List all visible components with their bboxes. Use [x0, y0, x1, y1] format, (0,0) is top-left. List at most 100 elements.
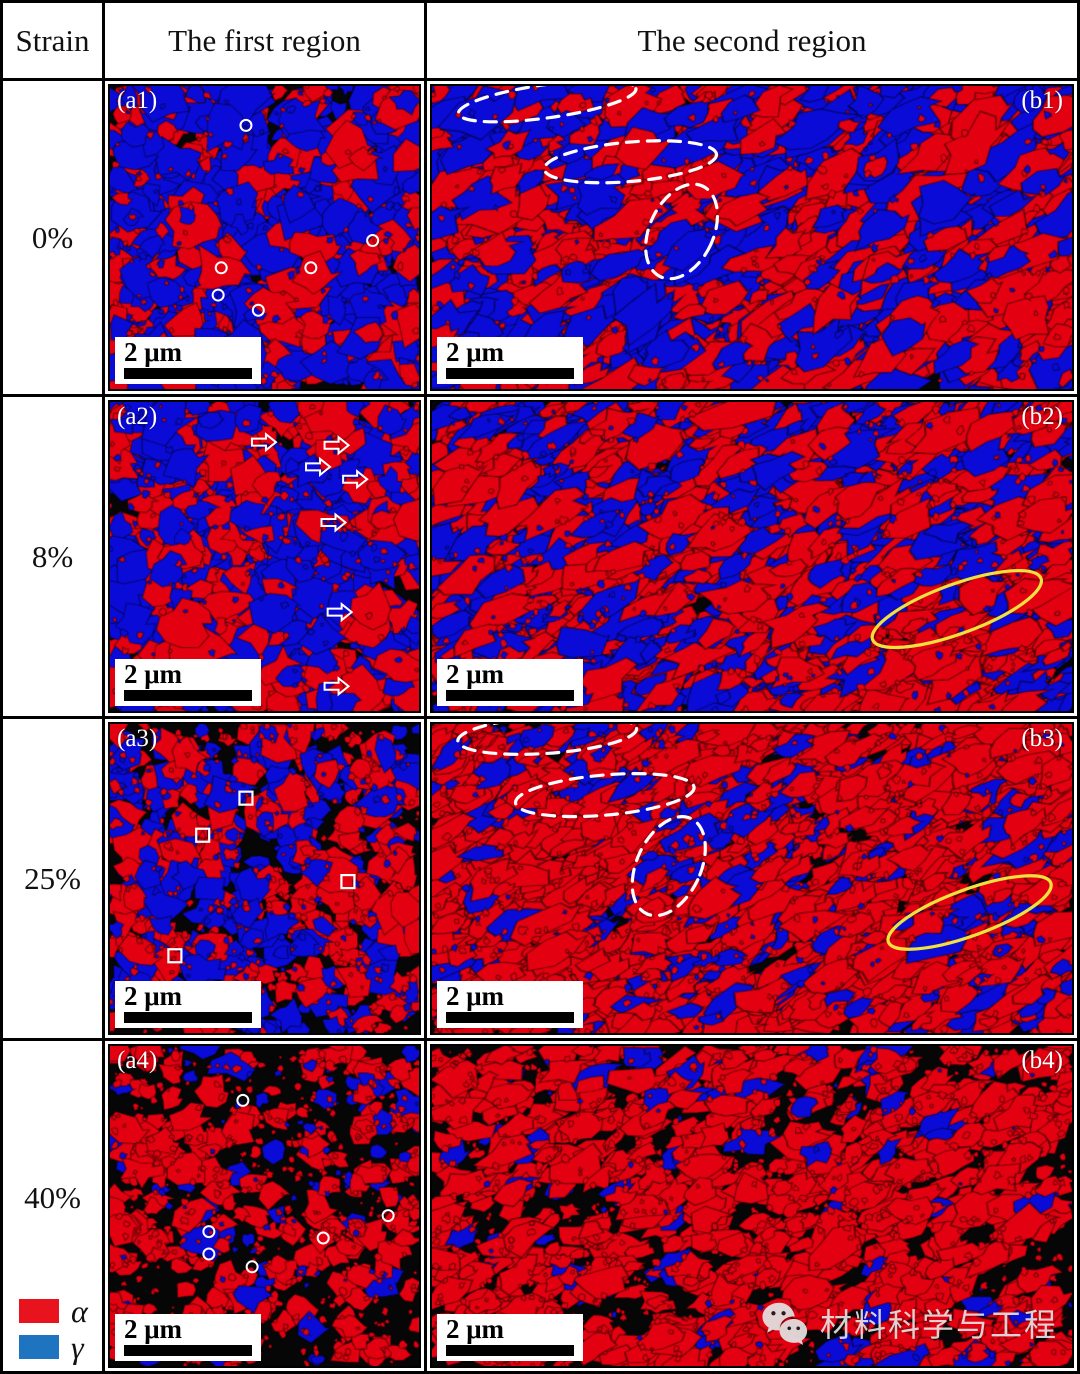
scale-bar-b2: 2 μm — [437, 658, 583, 706]
scale-bar-a4: 2 μm — [115, 1313, 261, 1361]
circle-annotation — [304, 261, 318, 275]
annotation-overlay-a3 — [167, 790, 356, 964]
panel-label-b1: (b1) — [1021, 87, 1063, 114]
ebsd-map-b4: (b4) 2 μm 材料科学与工程 — [430, 1044, 1074, 1368]
panel-cell-a2: (a2) 2 μm — [105, 397, 427, 719]
scale-bar-a2: 2 μm — [115, 658, 261, 706]
phase-map-canvas-b4 — [432, 1046, 1072, 1366]
header-second-region-label: The second region — [637, 22, 867, 58]
alpha-label: α — [71, 1293, 88, 1329]
strain-value-0: 0% — [31, 219, 74, 255]
scale-bar-line-a2 — [124, 690, 252, 701]
arrow-right-annotation — [250, 432, 278, 453]
header-first-region-label: The first region — [168, 22, 361, 58]
annotation-overlay-a4 — [202, 1093, 395, 1274]
dashed-white-ellipse-annotation — [513, 771, 696, 819]
scale-bar-line-a1 — [124, 368, 252, 379]
square-annotation — [340, 873, 356, 890]
circle-annotation — [251, 303, 265, 317]
arrow-right-annotation — [320, 512, 348, 533]
ebsd-map-a1: (a1) 2 μm — [108, 84, 421, 391]
phase-legend: α γ — [19, 1295, 88, 1363]
scale-bar-text-a4: 2 μm — [124, 1313, 183, 1344]
scale-bar-line-a3 — [124, 1012, 252, 1023]
circle-annotation — [202, 1225, 216, 1239]
gamma-label: γ — [71, 1329, 84, 1365]
scale-bar-text-b3: 2 μm — [446, 980, 505, 1011]
strain-value-1: 8% — [31, 538, 74, 574]
arrow-right-annotation — [342, 469, 369, 490]
circle-annotation — [202, 1247, 216, 1261]
scale-bar-line-a4 — [124, 1345, 252, 1356]
annotation-overlay-b1 — [456, 86, 720, 281]
ebsd-map-a4: (a4) 2 μm — [108, 1044, 421, 1368]
header-first-region: The first region — [105, 3, 427, 81]
header-second-region: The second region — [427, 3, 1077, 81]
circle-annotation — [214, 261, 228, 275]
strain-cell-2: 25% — [3, 719, 105, 1041]
gamma-color-swatch — [19, 1335, 59, 1359]
square-annotation — [195, 827, 211, 843]
scale-bar-text-a2: 2 μm — [124, 658, 183, 689]
circle-annotation — [381, 1209, 395, 1223]
circle-annotation — [366, 234, 380, 248]
scale-bar-line-b3 — [446, 1012, 574, 1023]
watermark: 材料科学与工程 — [760, 1300, 1058, 1346]
panel-label-a3: (a3) — [117, 725, 158, 752]
scale-bar-text-a3: 2 μm — [124, 980, 183, 1011]
panel-cell-a3: (a3) 2 μm — [105, 719, 427, 1041]
square-annotation — [167, 948, 183, 964]
circle-annotation — [236, 1093, 250, 1107]
panel-label-a2: (a2) — [117, 403, 158, 430]
panel-label-a1: (a1) — [117, 87, 158, 114]
panel-cell-a4: (a4) 2 μm — [105, 1041, 427, 1371]
annotation-overlay-a2 — [250, 432, 369, 697]
wechat-icon — [762, 1302, 808, 1345]
arrow-right-annotation — [305, 456, 332, 477]
panel-label-a4: (a4) — [117, 1047, 158, 1074]
scale-bar-text-b2: 2 μm — [446, 658, 505, 689]
scale-bar-b4: 2 μm — [437, 1313, 583, 1361]
scale-bar-a1: 2 μm — [115, 336, 261, 384]
panel-cell-b2: (b2) 2 μm — [427, 397, 1077, 719]
circle-annotation — [316, 1231, 330, 1245]
strain-cell-3: 40% α γ — [3, 1041, 105, 1371]
circle-annotation — [211, 288, 225, 302]
panel-label-b2: (b2) — [1021, 403, 1063, 430]
panel-label-b3: (b3) — [1021, 725, 1063, 752]
ebsd-map-b2: (b2) 2 μm — [430, 400, 1074, 713]
circle-annotation — [245, 1260, 259, 1274]
scale-bar-text-a1: 2 μm — [124, 336, 183, 367]
strain-cell-1: 8% — [3, 397, 105, 719]
arrow-right-annotation — [323, 676, 351, 697]
annotation-overlay-b2 — [870, 568, 1044, 650]
watermark-text: 材料科学与工程 — [819, 1307, 1058, 1343]
legend-gamma: γ — [19, 1331, 88, 1363]
panel-cell-b3: (b3) 2 μm — [427, 719, 1077, 1041]
yellow-ellipse-annotation — [886, 874, 1053, 951]
annotation-overlay-b3 — [456, 724, 1053, 951]
scale-bar-text-b4: 2 μm — [446, 1313, 505, 1344]
ebsd-map-a2: (a2) 2 μm — [108, 400, 421, 713]
dashed-white-ellipse-annotation — [644, 182, 720, 281]
header-strain: Strain — [3, 3, 105, 81]
scale-bar-line-b2 — [446, 690, 574, 701]
circle-annotation — [239, 118, 253, 132]
scale-bar-text-b1: 2 μm — [446, 336, 505, 367]
yellow-ellipse-annotation — [870, 568, 1044, 650]
arrow-right-annotation — [323, 435, 351, 456]
ebsd-map-a3: (a3) 2 μm — [108, 722, 421, 1035]
strain-value-2: 25% — [24, 860, 81, 896]
square-annotation — [238, 790, 254, 806]
panel-label-b4: (b4) — [1021, 1047, 1063, 1074]
dashed-white-ellipse-annotation — [630, 815, 707, 918]
legend-alpha: α — [19, 1295, 88, 1327]
panel-cell-b4: (b4) 2 μm 材料科学与工程 — [427, 1041, 1077, 1371]
ebsd-map-b3: (b3) 2 μm — [430, 722, 1074, 1035]
alpha-color-swatch — [19, 1299, 59, 1323]
header-strain-label: Strain — [15, 22, 90, 58]
scale-bar-line-b1 — [446, 368, 574, 379]
arrow-right-annotation — [326, 602, 354, 623]
